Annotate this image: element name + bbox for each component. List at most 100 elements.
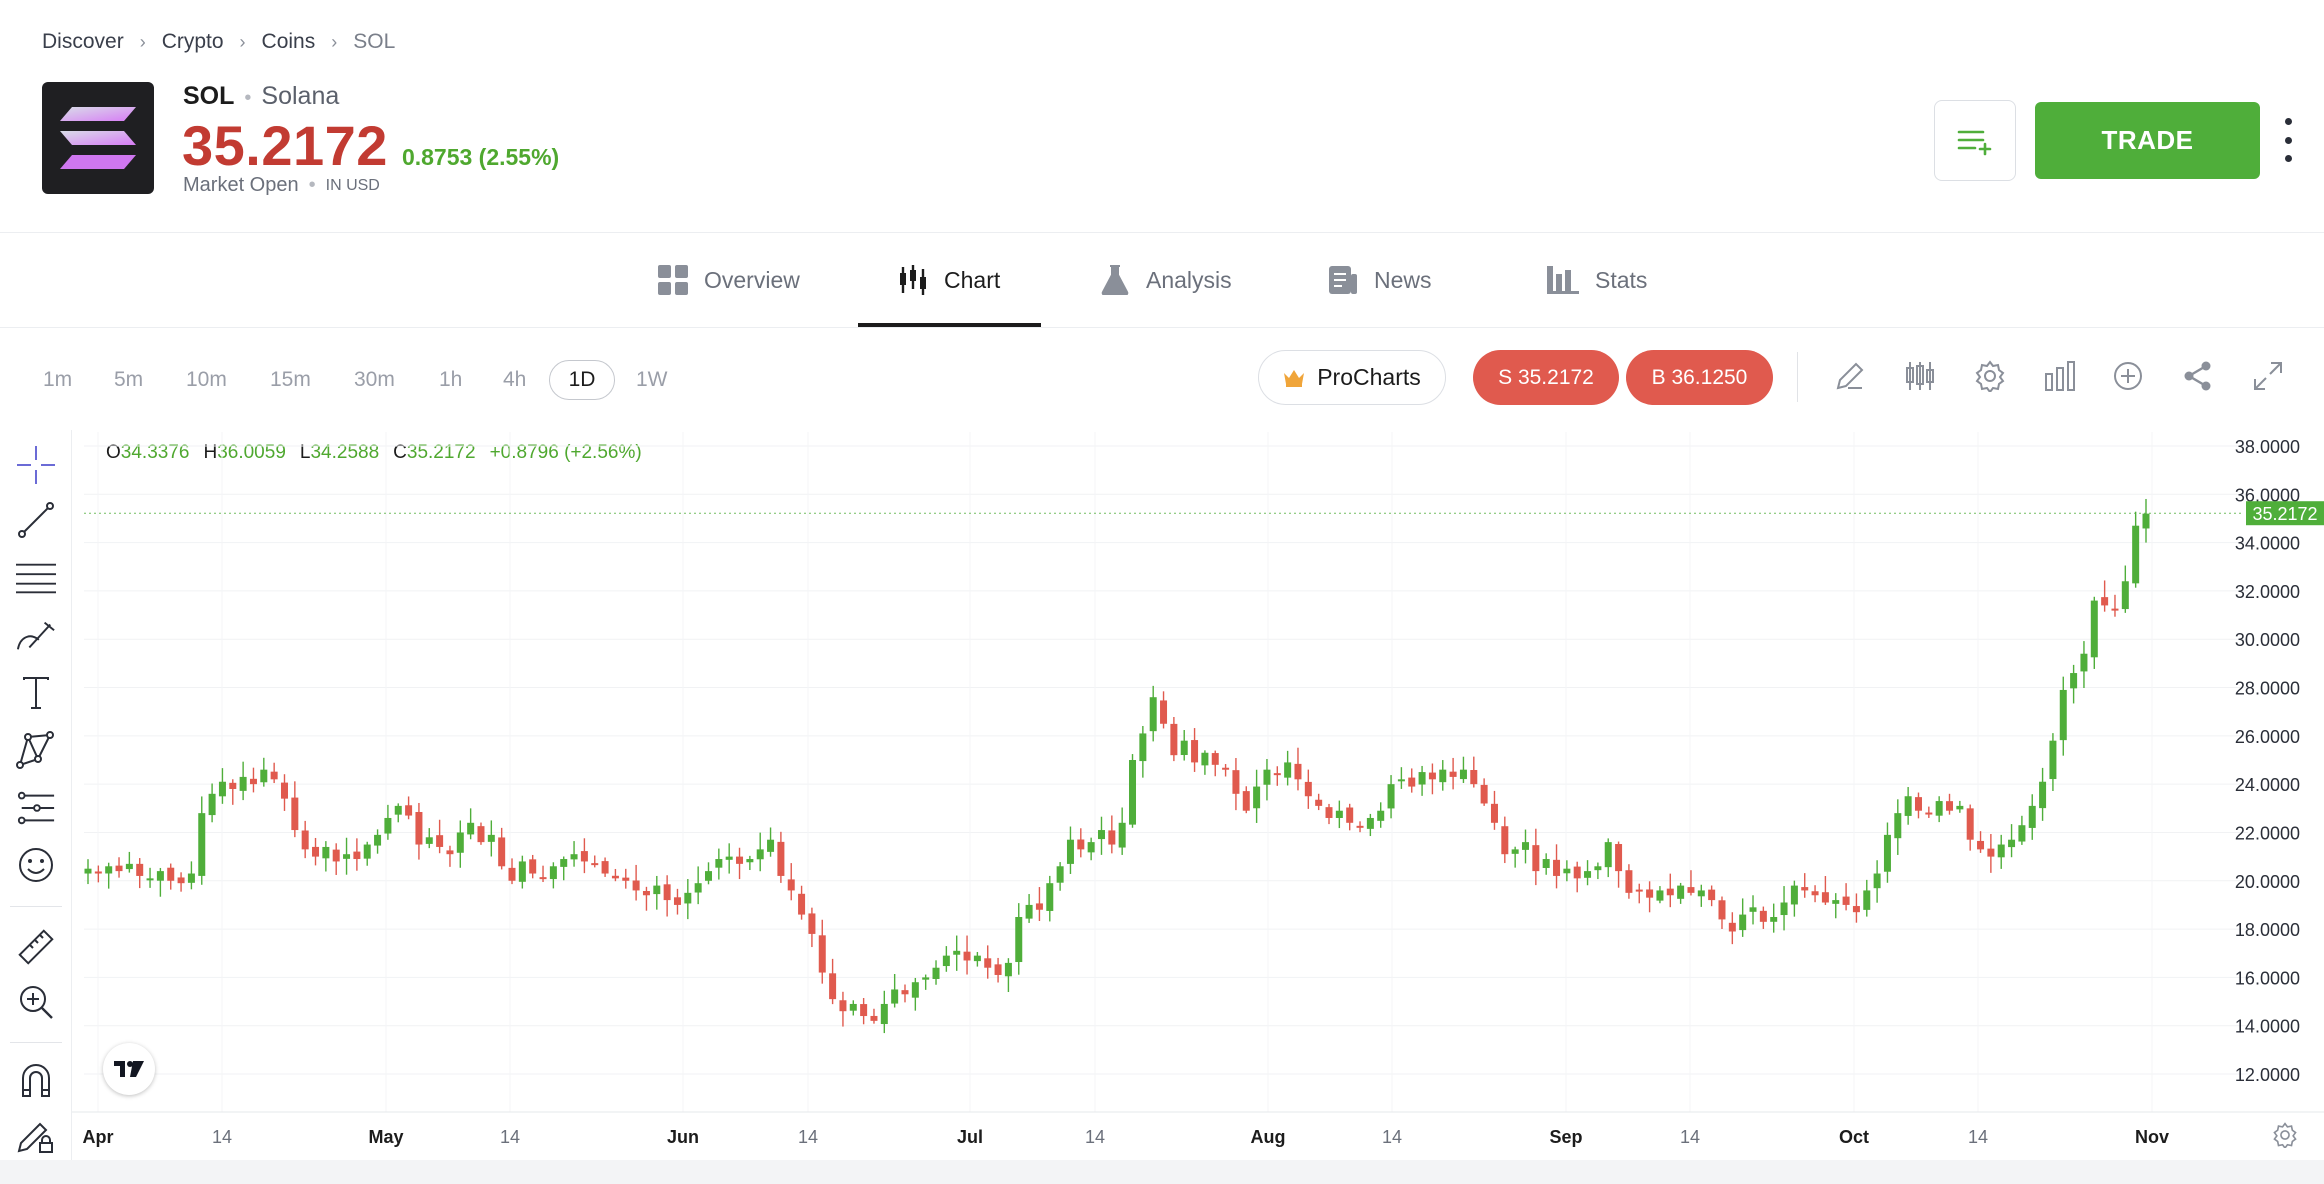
candle-body: [1346, 807, 1354, 823]
candle-body: [1739, 914, 1747, 931]
breadcrumb-coins[interactable]: Coins: [261, 30, 316, 53]
share-icon[interactable]: [2178, 356, 2218, 396]
add-to-watchlist-button[interactable]: [1934, 100, 2016, 181]
candle-body: [487, 834, 495, 842]
candle-body: [1294, 763, 1302, 780]
candle-body: [1046, 883, 1054, 911]
candle-body: [1832, 900, 1840, 904]
price-change: 0.8753 (2.55%): [401, 144, 560, 170]
candle-body: [1077, 839, 1085, 850]
candle-body: [1656, 890, 1664, 901]
symbol: SOL: [183, 82, 235, 110]
pattern-icon[interactable]: [16, 730, 56, 770]
candlestick-icon: [900, 265, 926, 295]
tab-stats[interactable]: Stats: [1547, 233, 1647, 327]
timeframe-5m[interactable]: 5m: [114, 368, 144, 391]
trade-button[interactable]: TRADE: [2035, 102, 2260, 179]
candle-body: [1191, 740, 1199, 763]
lock-drawing-icon[interactable]: [16, 1115, 56, 1155]
candle-body: [1459, 769, 1467, 780]
ruler-icon[interactable]: [16, 927, 56, 967]
candle-body: [1842, 896, 1850, 905]
candle-body: [901, 990, 909, 995]
trendline-icon[interactable]: [16, 500, 56, 540]
candle-body: [1139, 733, 1147, 762]
y-tick-label: 30.0000: [2235, 630, 2300, 650]
plus-circle-icon[interactable]: [2108, 356, 2148, 396]
x-tick-label: 14: [212, 1127, 232, 1147]
candle-body: [374, 834, 382, 846]
pencil-icon[interactable]: [1830, 356, 1870, 396]
candle-body: [280, 782, 288, 799]
candle-body: [312, 846, 320, 857]
sell-button[interactable]: S 35.2172: [1473, 350, 1619, 405]
timeframe-4h[interactable]: 4h: [503, 368, 527, 391]
candle-body: [1335, 810, 1343, 818]
tab-label: Stats: [1595, 266, 1648, 293]
buy-button[interactable]: B 36.1250: [1626, 350, 1773, 405]
candle-body: [1977, 840, 1985, 850]
candle-body: [746, 859, 754, 863]
breadcrumb-discover[interactable]: Discover: [42, 30, 124, 53]
candle-body: [818, 935, 826, 973]
candle-body: [601, 861, 609, 874]
gear-icon[interactable]: [1970, 356, 2010, 396]
candle-body: [425, 837, 433, 844]
timeframe-1w[interactable]: 1W: [636, 368, 668, 391]
ohlc-high: 36.0059: [217, 442, 286, 463]
candle-body: [1759, 910, 1767, 922]
timeframe-1m[interactable]: 1m: [43, 368, 73, 391]
candle-body: [1770, 917, 1778, 922]
candle-body: [1604, 842, 1612, 868]
more-options-icon[interactable]: [2276, 118, 2300, 162]
tab-overview[interactable]: Overview: [658, 233, 800, 327]
timeframe-15m[interactable]: 15m: [270, 368, 311, 391]
candle-body: [218, 781, 226, 797]
candle-body: [2132, 525, 2140, 584]
procharts-button[interactable]: ProCharts: [1258, 350, 1446, 405]
candle-body: [1904, 796, 1912, 816]
candle-body: [1118, 822, 1126, 848]
crosshair-icon[interactable]: [16, 445, 56, 485]
fib-icon[interactable]: [16, 558, 56, 598]
chart-settings-icon[interactable]: [2268, 1118, 2302, 1152]
tab-chart[interactable]: Chart: [898, 233, 1000, 327]
candle-body: [808, 913, 816, 934]
candle-body: [1066, 839, 1074, 864]
forecast-icon[interactable]: [16, 788, 56, 828]
candle-body: [1801, 887, 1809, 891]
timeframe-1d[interactable]: 1D: [549, 360, 615, 400]
timeframe-10m[interactable]: 10m: [186, 368, 227, 391]
timeframe-1h[interactable]: 1h: [439, 368, 463, 391]
candle-body: [1097, 830, 1105, 840]
candle-body: [1790, 885, 1798, 905]
indicators-icon[interactable]: [2040, 356, 2080, 396]
y-tick-label: 12.0000: [2235, 1065, 2300, 1085]
magnet-icon[interactable]: [16, 1060, 56, 1100]
candle-body: [756, 849, 764, 860]
text-icon[interactable]: [16, 673, 56, 713]
tab-news[interactable]: News: [1328, 233, 1432, 327]
symbol-line: SOL • Solana: [183, 82, 339, 111]
timeframe-30m[interactable]: 30m: [354, 368, 395, 391]
toolbar-separator: [10, 906, 62, 907]
tab-bar: Overview Chart Analysis News Stats: [0, 233, 2324, 327]
candle-body: [1397, 779, 1405, 782]
drawing-toolbar: [0, 430, 72, 1184]
tradingview-logo[interactable]: [103, 1043, 155, 1095]
candle-body: [725, 856, 733, 860]
brush-icon[interactable]: [16, 616, 56, 656]
candle-body: [1356, 825, 1364, 828]
candle-body: [446, 850, 454, 855]
candles-icon[interactable]: [1900, 356, 1940, 396]
zoom-in-icon[interactable]: [16, 982, 56, 1022]
candle-body: [1966, 808, 1974, 840]
emoji-icon[interactable]: [16, 845, 56, 885]
breadcrumb-crypto[interactable]: Crypto: [161, 30, 224, 53]
candle-body: [1211, 753, 1219, 765]
candle-body: [2101, 597, 2109, 606]
fullscreen-icon[interactable]: [2248, 356, 2288, 396]
tab-analysis[interactable]: Analysis: [1100, 233, 1232, 327]
candle-body: [973, 955, 981, 962]
candle-body: [932, 967, 940, 979]
